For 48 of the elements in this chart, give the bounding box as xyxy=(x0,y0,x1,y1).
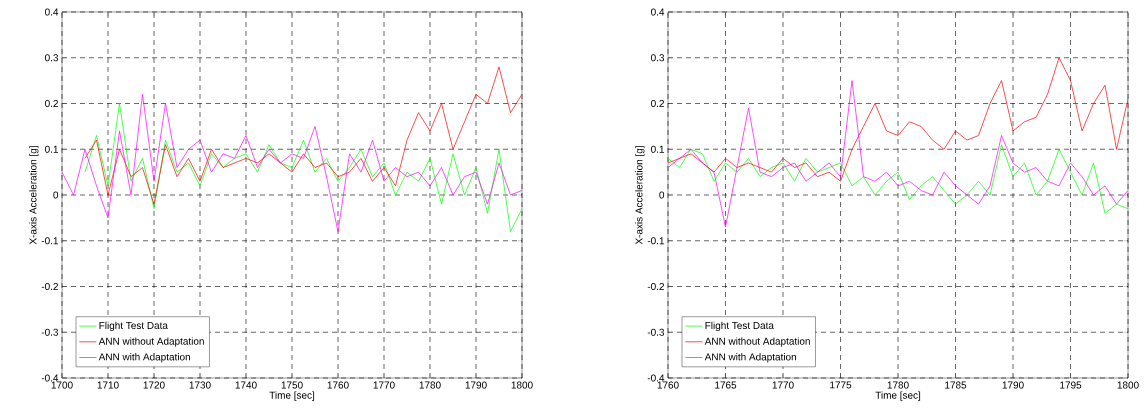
legend-label: Flight Test Data xyxy=(705,321,774,331)
x-tick-label: 1800 xyxy=(511,381,533,389)
y-tick-label: 0.3 xyxy=(45,54,59,62)
y-tick-label: 0.2 xyxy=(45,99,58,108)
x-axis-title: Time [sec] xyxy=(875,391,921,401)
x-tick-label: 1700 xyxy=(51,381,73,389)
x-tick-label: 1720 xyxy=(143,381,165,389)
legend-label: Flight Test Data xyxy=(99,321,168,331)
x-axis-title: Time [sec] xyxy=(269,391,315,401)
x-tick-label: 1770 xyxy=(373,381,395,389)
y-tick-label: -0.3 xyxy=(647,328,665,336)
y-tick-label: 0.4 xyxy=(651,8,665,16)
legend-label: ANN with Adaptation xyxy=(98,353,190,363)
y-tick-label: -0.3 xyxy=(41,328,59,336)
y-tick-label: 0.1 xyxy=(651,145,665,153)
y-tick-label: -0.1 xyxy=(41,237,59,245)
y-tick-label: -0.1 xyxy=(647,237,665,245)
y-tick-label: 0.3 xyxy=(651,54,665,62)
legend-label: ANN without Adaptation xyxy=(704,337,810,347)
x-tick-label: 1740 xyxy=(235,381,257,389)
x-tick-label: 1730 xyxy=(189,381,211,389)
y-tick-label: -0.4 xyxy=(647,374,665,382)
x-tick-label: 1760 xyxy=(327,381,349,389)
x-tick-label: 1765 xyxy=(715,381,737,389)
y-tick-label: 0.1 xyxy=(45,145,59,153)
y-tick-label: -0.2 xyxy=(647,282,664,291)
y-axis-title: X-axis Acceleration [g] xyxy=(29,146,39,245)
y-tick-label: -0.2 xyxy=(41,282,58,291)
x-tick-label: 1790 xyxy=(1002,381,1024,389)
y-tick-label: 0 xyxy=(659,191,665,199)
y-tick-label: 0 xyxy=(53,191,59,199)
x-tick-label: 1780 xyxy=(887,381,909,389)
y-axis-title: X-axis Acceleration [g] xyxy=(635,146,645,245)
x-tick-label: 1800 xyxy=(1117,381,1139,389)
x-tick-label: 1780 xyxy=(419,381,441,389)
x-tick-label: 1770 xyxy=(772,381,794,389)
legend-label: ANN with Adaptation xyxy=(704,353,796,363)
x-tick-label: 1790 xyxy=(465,381,487,389)
x-tick-label: 1710 xyxy=(97,381,119,389)
y-tick-label: -0.4 xyxy=(41,374,59,382)
y-tick-label: 0.2 xyxy=(651,99,664,108)
x-tick-label: 1785 xyxy=(945,381,967,389)
x-tick-label: 1760 xyxy=(657,381,679,389)
y-tick-label: 0.4 xyxy=(45,8,59,16)
x-tick-label: 1750 xyxy=(281,381,303,389)
legend-label: ANN without Adaptation xyxy=(98,337,204,347)
x-tick-label: 1795 xyxy=(1060,381,1082,389)
x-tick-label: 1775 xyxy=(830,381,852,389)
